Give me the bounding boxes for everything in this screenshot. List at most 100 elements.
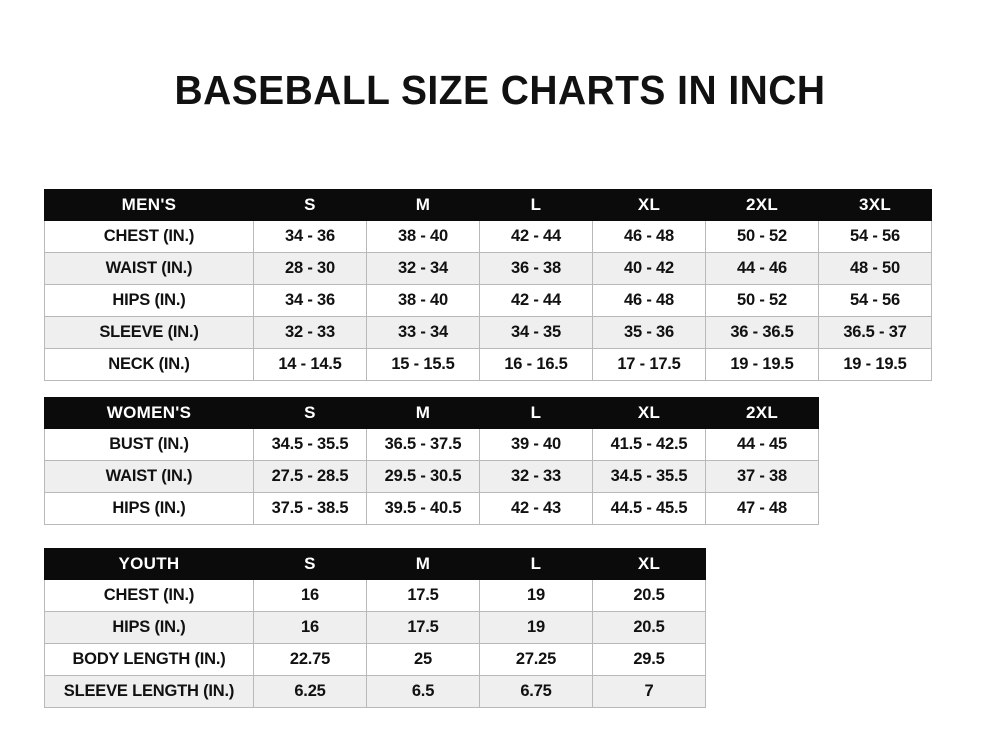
measurement-cell: 17.5 [366, 611, 480, 644]
measurement-cell: 16 - 16.5 [479, 348, 593, 381]
youth-table-head: YOUTH S M L XL [44, 548, 706, 580]
youth-row-label: SLEEVE LENGTH (IN.) [44, 675, 254, 708]
table-row: NECK (IN.) 14 - 14.5 15 - 15.5 16 - 16.5 17 … [44, 348, 932, 381]
measurement-cell: 17.5 [366, 579, 480, 612]
measurement-cell: 6.25 [253, 675, 367, 708]
mens-header-size-s: S [253, 189, 367, 221]
womens-header-size-s: S [253, 397, 367, 429]
mens-row-label: CHEST (IN.) [44, 220, 254, 253]
mens-table-head: MEN'S S M L XL 2XL 3XL [44, 189, 932, 221]
measurement-cell: 42 - 44 [479, 220, 593, 253]
youth-row-label: HIPS (IN.) [44, 611, 254, 644]
mens-row-label: WAIST (IN.) [44, 252, 254, 285]
youth-header-category: YOUTH [44, 548, 254, 580]
measurement-cell: 37.5 - 38.5 [253, 492, 367, 525]
mens-header-size-l: L [479, 189, 593, 221]
measurement-cell: 34.5 - 35.5 [592, 460, 706, 493]
measurement-cell: 47 - 48 [705, 492, 819, 525]
mens-header-size-m: M [366, 189, 480, 221]
table-row: WAIST (IN.) 27.5 - 28.5 29.5 - 30.5 32 - 33… [44, 460, 819, 493]
womens-header-size-m: M [366, 397, 480, 429]
measurement-cell: 7 [592, 675, 706, 708]
measurement-cell: 39.5 - 40.5 [366, 492, 480, 525]
measurement-cell: 40 - 42 [592, 252, 706, 285]
mens-size-table: MEN'S S M L XL 2XL 3XL CHEST (IN.) 34 - 36 38 - … [44, 189, 932, 381]
youth-size-table: YOUTH S M L XL CHEST (IN.) 16 17.5 19 20.5 HIPS (… [44, 548, 706, 708]
measurement-cell: 39 - 40 [479, 428, 593, 461]
measurement-cell: 27.5 - 28.5 [253, 460, 367, 493]
table-row: HIPS (IN.) 16 17.5 19 20.5 [44, 611, 706, 644]
measurement-cell: 27.25 [479, 643, 593, 676]
measurement-cell: 41.5 - 42.5 [592, 428, 706, 461]
mens-row-label: HIPS (IN.) [44, 284, 254, 317]
table-row: CHEST (IN.) 34 - 36 38 - 40 42 - 44 46 - 48 5… [44, 220, 932, 253]
table-row: CHEST (IN.) 16 17.5 19 20.5 [44, 579, 706, 612]
measurement-cell: 44.5 - 45.5 [592, 492, 706, 525]
measurement-cell: 36 - 36.5 [705, 316, 819, 349]
measurement-cell: 34 - 35 [479, 316, 593, 349]
measurement-cell: 36.5 - 37 [818, 316, 932, 349]
measurement-cell: 16 [253, 611, 367, 644]
youth-row-label: BODY LENGTH (IN.) [44, 643, 254, 676]
womens-row-label: HIPS (IN.) [44, 492, 254, 525]
measurement-cell: 19 [479, 579, 593, 612]
table-row: HIPS (IN.) 34 - 36 38 - 40 42 - 44 46 - 48 50… [44, 284, 932, 317]
measurement-cell: 54 - 56 [818, 284, 932, 317]
womens-header-size-xl: XL [592, 397, 706, 429]
measurement-cell: 37 - 38 [705, 460, 819, 493]
womens-row-label: WAIST (IN.) [44, 460, 254, 493]
measurement-cell: 19 [479, 611, 593, 644]
measurement-cell: 34 - 36 [253, 220, 367, 253]
measurement-cell: 50 - 52 [705, 220, 819, 253]
measurement-cell: 46 - 48 [592, 220, 706, 253]
womens-header-size-l: L [479, 397, 593, 429]
measurement-cell: 46 - 48 [592, 284, 706, 317]
youth-table-body: CHEST (IN.) 16 17.5 19 20.5 HIPS (IN.) 16 17.5 1… [44, 579, 706, 708]
measurement-cell: 38 - 40 [366, 284, 480, 317]
page-title: BASEBALL SIZE CHARTS IN INCH [174, 67, 826, 113]
measurement-cell: 32 - 34 [366, 252, 480, 285]
measurement-cell: 33 - 34 [366, 316, 480, 349]
measurement-cell: 17 - 17.5 [592, 348, 706, 381]
measurement-cell: 50 - 52 [705, 284, 819, 317]
measurement-cell: 34 - 36 [253, 284, 367, 317]
measurement-cell: 36 - 38 [479, 252, 593, 285]
youth-header-size-m: M [366, 548, 480, 580]
youth-header-row: YOUTH S M L XL [44, 548, 706, 580]
measurement-cell: 29.5 - 30.5 [366, 460, 480, 493]
measurement-cell: 15 - 15.5 [366, 348, 480, 381]
youth-row-label: CHEST (IN.) [44, 579, 254, 612]
womens-header-row: WOMEN'S S M L XL 2XL [44, 397, 819, 429]
mens-header-size-3xl: 3XL [818, 189, 932, 221]
measurement-cell: 36.5 - 37.5 [366, 428, 480, 461]
measurement-cell: 20.5 [592, 579, 706, 612]
mens-table-body: CHEST (IN.) 34 - 36 38 - 40 42 - 44 46 - 48 5… [44, 220, 932, 381]
table-row: HIPS (IN.) 37.5 - 38.5 39.5 - 40.5 42 - 43 4… [44, 492, 819, 525]
measurement-cell: 34.5 - 35.5 [253, 428, 367, 461]
measurement-cell: 29.5 [592, 643, 706, 676]
womens-table-body: BUST (IN.) 34.5 - 35.5 36.5 - 37.5 39 - 40 4… [44, 428, 819, 525]
mens-row-label: NECK (IN.) [44, 348, 254, 381]
measurement-cell: 42 - 43 [479, 492, 593, 525]
womens-table-head: WOMEN'S S M L XL 2XL [44, 397, 819, 429]
measurement-cell: 25 [366, 643, 480, 676]
measurement-cell: 22.75 [253, 643, 367, 676]
measurement-cell: 28 - 30 [253, 252, 367, 285]
table-row: WAIST (IN.) 28 - 30 32 - 34 36 - 38 40 - 42 4… [44, 252, 932, 285]
measurement-cell: 32 - 33 [479, 460, 593, 493]
mens-row-label: SLEEVE (IN.) [44, 316, 254, 349]
womens-header-size-2xl: 2XL [705, 397, 819, 429]
youth-header-size-l: L [479, 548, 593, 580]
table-row: BUST (IN.) 34.5 - 35.5 36.5 - 37.5 39 - 40 4… [44, 428, 819, 461]
table-row: BODY LENGTH (IN.) 22.75 25 27.25 29.5 [44, 643, 706, 676]
measurement-cell: 38 - 40 [366, 220, 480, 253]
measurement-cell: 19 - 19.5 [818, 348, 932, 381]
measurement-cell: 14 - 14.5 [253, 348, 367, 381]
youth-header-size-xl: XL [592, 548, 706, 580]
womens-size-table: WOMEN'S S M L XL 2XL BUST (IN.) 34.5 - 35.5 36.… [44, 397, 819, 525]
mens-header-row: MEN'S S M L XL 2XL 3XL [44, 189, 932, 221]
table-row: SLEEVE (IN.) 32 - 33 33 - 34 34 - 35 35 - 36… [44, 316, 932, 349]
womens-header-category: WOMEN'S [44, 397, 254, 429]
measurement-cell: 44 - 45 [705, 428, 819, 461]
